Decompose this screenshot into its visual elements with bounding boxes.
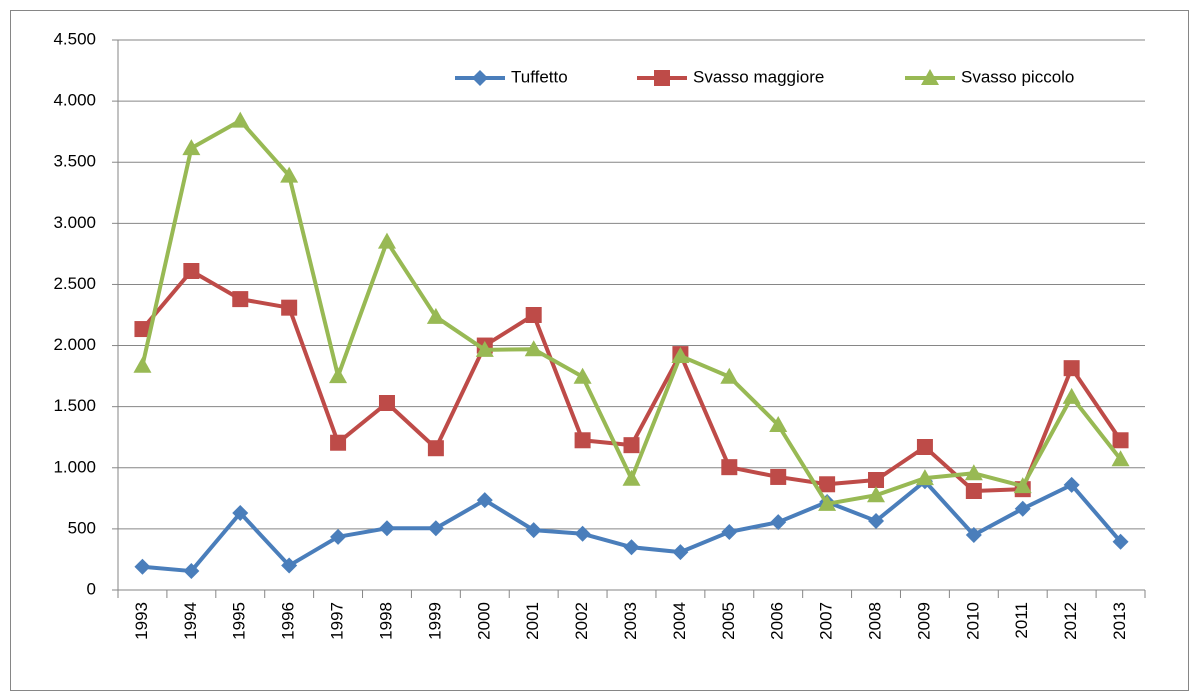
marker — [770, 468, 787, 485]
marker — [475, 340, 494, 357]
legend-label: Tuffetto — [511, 67, 568, 86]
x-tick-label: 2005 — [719, 602, 738, 640]
marker — [671, 346, 690, 363]
y-tick-label: 3.000 — [53, 213, 96, 232]
marker — [378, 520, 395, 537]
marker — [329, 367, 348, 384]
marker — [525, 307, 542, 323]
x-tick-label: 2008 — [866, 602, 885, 640]
x-tick-label: 2007 — [817, 602, 836, 640]
marker — [377, 232, 396, 249]
x-tick-label: 2000 — [474, 602, 493, 640]
marker — [524, 340, 543, 357]
marker — [965, 527, 982, 543]
marker — [819, 476, 836, 493]
x-tick-label: 1999 — [425, 602, 444, 640]
x-tick-label: 2002 — [572, 602, 591, 640]
marker — [281, 557, 298, 574]
x-tick-label: 1997 — [328, 602, 347, 640]
marker — [182, 139, 201, 156]
y-tick-label: 500 — [68, 518, 96, 537]
marker — [623, 539, 640, 556]
x-tick-label: 2011 — [1012, 602, 1031, 639]
marker — [427, 440, 444, 457]
y-tick-label: 0 — [87, 579, 96, 598]
marker — [183, 563, 200, 580]
marker — [1112, 533, 1129, 550]
marker — [427, 520, 444, 537]
legend-marker — [654, 70, 670, 86]
marker — [476, 492, 493, 509]
y-tick-label: 3.500 — [53, 152, 96, 171]
y-tick-label: 4.500 — [53, 29, 96, 48]
marker — [770, 514, 787, 531]
x-tick-label: 1995 — [230, 602, 249, 640]
marker — [916, 439, 933, 455]
x-tick-label: 1996 — [279, 602, 298, 640]
y-tick-label: 4.000 — [53, 91, 96, 110]
x-tick-label: 2004 — [670, 602, 689, 640]
marker — [622, 469, 641, 486]
marker — [868, 512, 885, 529]
y-tick-label: 1.000 — [53, 457, 96, 476]
marker — [232, 291, 249, 308]
marker — [1014, 500, 1031, 517]
marker — [720, 367, 739, 384]
marker — [134, 321, 151, 338]
marker — [769, 416, 788, 432]
x-tick-label: 1998 — [376, 602, 395, 640]
marker — [721, 459, 738, 476]
chart-frame — [10, 10, 1189, 691]
marker — [426, 307, 445, 324]
marker — [1063, 360, 1080, 377]
legend-label: Svasso piccolo — [961, 67, 1074, 86]
marker — [573, 367, 592, 384]
marker — [574, 525, 591, 542]
y-tick-label: 1.500 — [53, 396, 96, 415]
marker — [1112, 432, 1129, 449]
marker — [1062, 387, 1081, 404]
x-tick-label: 2013 — [1110, 602, 1129, 640]
marker — [623, 437, 640, 454]
marker — [1111, 450, 1130, 467]
x-tick-label: 2003 — [621, 602, 640, 640]
marker — [1063, 476, 1080, 493]
marker — [574, 432, 591, 449]
marker — [868, 472, 885, 488]
marker — [818, 494, 837, 511]
marker — [231, 111, 250, 128]
marker — [183, 263, 200, 279]
marker — [525, 522, 542, 539]
marker — [134, 558, 151, 575]
legend-marker — [472, 70, 488, 86]
x-tick-label: 2001 — [523, 602, 542, 640]
marker — [232, 505, 249, 521]
x-tick-label: 1994 — [181, 602, 200, 640]
marker — [721, 523, 738, 540]
marker — [672, 544, 689, 561]
marker — [1013, 477, 1032, 494]
marker — [281, 299, 298, 316]
marker — [330, 434, 347, 451]
marker — [133, 356, 152, 373]
x-tick-label: 2012 — [1061, 602, 1080, 640]
y-tick-label: 2.000 — [53, 335, 96, 354]
marker — [965, 483, 982, 499]
marker — [915, 469, 934, 486]
marker — [378, 395, 395, 411]
legend-marker — [921, 69, 939, 85]
x-tick-label: 2009 — [914, 602, 933, 640]
marker — [280, 166, 299, 183]
x-tick-label: 2006 — [768, 602, 787, 640]
marker — [964, 464, 983, 481]
legend-label: Svasso maggiore — [693, 67, 824, 86]
y-tick-label: 2.500 — [53, 274, 96, 293]
marker — [330, 528, 347, 545]
marker — [867, 486, 886, 503]
x-tick-label: 1993 — [132, 602, 151, 640]
x-tick-label: 2010 — [963, 602, 982, 640]
